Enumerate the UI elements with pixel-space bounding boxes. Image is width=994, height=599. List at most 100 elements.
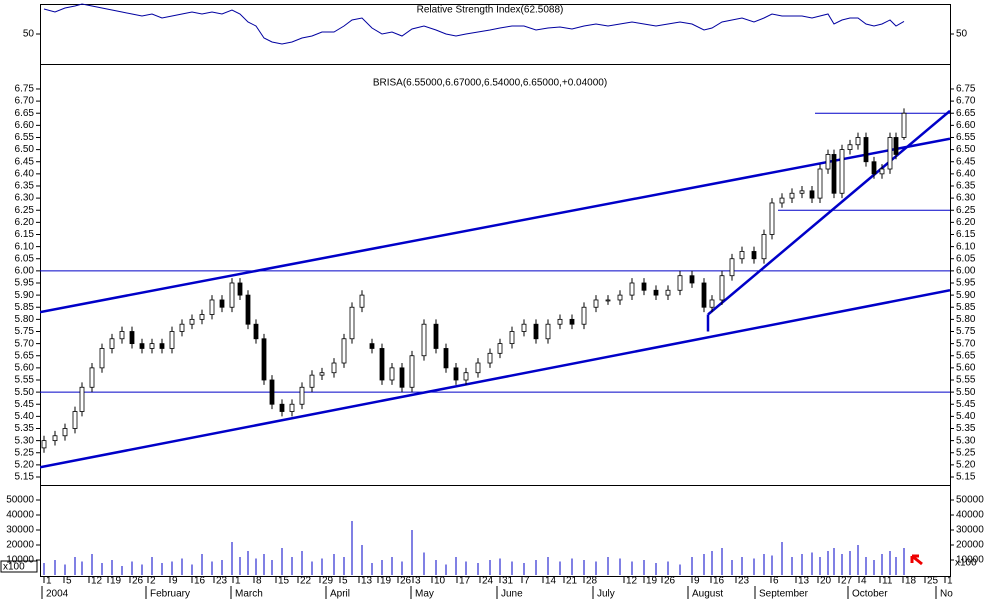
y-tick-label: 6.15 [15,229,35,240]
y-tick-label: 50 [23,29,35,40]
month-label: July [597,589,615,599]
y-tick-label: 5.75 [956,326,976,337]
candle-body [349,306,355,340]
candle-body [809,190,815,199]
candle-body [52,435,58,442]
candle-body [189,318,195,325]
y-tick-label: 5.70 [956,338,976,349]
y-tick-label: 6.25 [956,205,976,216]
y-tick-label: 5.85 [15,302,35,313]
x-tick-label: 12 [91,576,103,587]
candle-body [463,372,469,381]
candle-body [863,137,869,163]
y-tick-label: 6.10 [956,241,976,252]
candle-body [219,299,225,308]
x-tick-label: 10 [434,576,446,587]
x-tick-label: 13 [798,576,810,587]
y-tick-label: 6.70 [956,96,976,107]
candle-body [253,323,259,340]
month-label: February [150,589,190,599]
month-label: March [235,589,263,599]
candle-body [119,331,125,340]
x-tick-label: 9 [694,576,700,587]
month-label: August [692,589,723,599]
candle-body [593,299,599,308]
volume-unit: x100 [955,558,977,569]
y-tick-label: 6.20 [956,217,976,228]
x-tick-label: 26 [132,576,144,587]
x-tick-label: 21 [566,576,578,587]
candle-body [159,343,165,349]
candle-body [557,318,563,325]
unit-box [0,560,38,573]
y-tick-label: 40000 [956,510,984,521]
candle-body [751,251,757,260]
arrow [910,554,923,566]
y-tick-label: 6.05 [956,253,976,264]
y-tick-label: 5.65 [15,350,35,361]
candle-body [871,161,877,175]
y-tick-label: 10000 [6,555,34,566]
volume-unit: x100 [3,562,25,573]
candle-body [199,314,205,320]
candle-body [245,294,251,325]
y-tick-label: 6.75 [956,84,976,95]
x-tick-label: 23 [216,576,228,587]
y-tick-label: 5.20 [15,460,35,471]
y-tick-label: 6.30 [15,193,35,204]
y-tick-label: 20000 [6,540,34,551]
x-tick-label: 29 [322,576,334,587]
candle-body [109,338,115,349]
trend-line [40,137,950,314]
x-tick-label: 8 [256,576,262,587]
candle-body [879,168,885,175]
candle-body [847,144,853,151]
y-tick-label: 5.20 [956,460,976,471]
candle-body [789,192,795,199]
candle-body [497,343,503,354]
month-label: October [852,589,888,599]
candle-body [169,331,175,349]
y-tick-label: 5.30 [15,435,35,446]
candle-body [893,137,899,155]
candle-body [641,282,647,291]
candle-body [309,374,315,388]
candle-body [289,403,295,412]
x-tick-label: 16 [194,576,206,587]
candle-body [545,323,551,340]
month-label: April [330,589,350,599]
x-tick-label: 1 [235,576,241,587]
candle-body [209,299,215,315]
candle-body [533,323,539,340]
y-tick-label: 6.20 [15,217,35,228]
y-tick-label: 6.35 [956,181,976,192]
x-tick-label: 5 [66,576,72,587]
candle-body [369,343,375,349]
y-tick-label: 6.75 [15,84,35,95]
x-tick-label: 26 [400,576,412,587]
candle-body [433,323,439,349]
y-tick-label: 6.35 [15,181,35,192]
rsi-line [43,3,905,45]
y-tick-label: 5.70 [15,338,35,349]
candle-body [269,379,275,405]
y-tick-label: 6.50 [956,144,976,155]
candle-body [487,352,493,364]
y-tick-label: 6.00 [15,266,35,277]
candle-body [129,331,135,345]
candle-body [62,428,68,437]
candle-body [421,323,427,357]
trend-line [707,109,950,316]
y-tick-label: 6.05 [15,253,35,264]
candle-body [665,289,671,296]
y-tick-label: 6.40 [15,168,35,179]
y-tick-label: 5.60 [956,363,976,374]
x-tick-label: 19 [646,576,658,587]
y-tick-label: 5.15 [956,472,976,483]
x-tick-label: 3 [415,576,421,587]
y-tick-label: 5.85 [956,302,976,313]
x-tick-label: 5 [342,576,348,587]
candle-body [359,294,365,308]
y-tick-label: 5.75 [15,326,35,337]
